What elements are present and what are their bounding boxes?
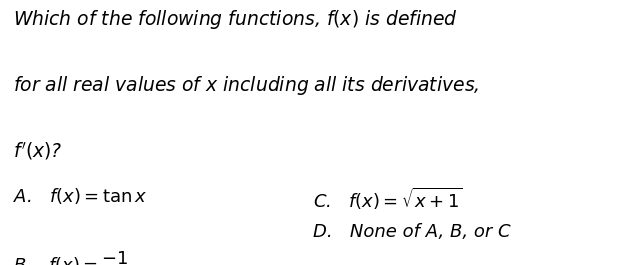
- Text: $f'(x)$?: $f'(x)$?: [13, 140, 62, 162]
- Text: Which of the following functions, $f(x)$ is defined: Which of the following functions, $f(x)$…: [13, 8, 458, 31]
- Text: C.   $f(x) = \sqrt{x+1}$: C. $f(x) = \sqrt{x+1}$: [313, 186, 463, 211]
- Text: B.   $f(x) = \dfrac{-1}{e^x}$: B. $f(x) = \dfrac{-1}{e^x}$: [13, 249, 130, 265]
- Text: D.   None of A, B, or C: D. None of A, B, or C: [313, 223, 511, 241]
- Text: for all real values of $x$ including all its derivatives,: for all real values of $x$ including all…: [13, 74, 479, 97]
- Text: A.   $f(x) = \tan x$: A. $f(x) = \tan x$: [13, 186, 147, 205]
